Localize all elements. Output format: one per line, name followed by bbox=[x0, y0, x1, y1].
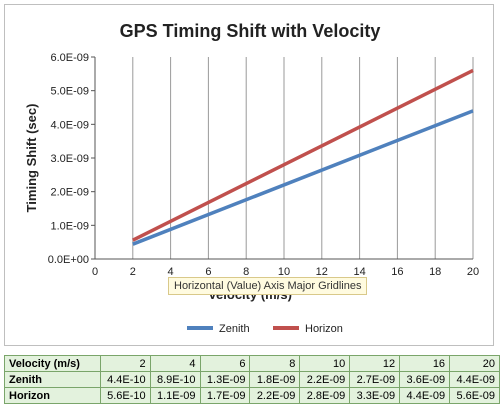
table-cell: 3.3E-09 bbox=[349, 387, 401, 404]
y-tick-label: 4.0E-09 bbox=[50, 119, 89, 131]
table-cell: 20 bbox=[449, 355, 500, 372]
x-tick-label: 18 bbox=[429, 266, 441, 278]
legend-label: Zenith bbox=[219, 323, 250, 335]
x-tick-label: 4 bbox=[168, 266, 174, 278]
x-tick-label: 10 bbox=[278, 266, 290, 278]
table-cell: 1.8E-09 bbox=[249, 371, 301, 388]
x-tick-label: 2 bbox=[130, 266, 136, 278]
table-cell: 1.7E-09 bbox=[199, 387, 251, 404]
table-cell: 4 bbox=[149, 355, 201, 372]
table-cell: 2.2E-09 bbox=[299, 371, 351, 388]
table-cell: 3.6E-09 bbox=[399, 371, 451, 388]
table-row: Zenith 4.4E-10 8.9E-10 1.3E-09 1.8E-09 2.2E-0… bbox=[4, 371, 500, 388]
y-tick-label: 2.0E-09 bbox=[50, 187, 89, 199]
y-tick-label: 5.0E-09 bbox=[50, 86, 89, 98]
table-cell: 8 bbox=[249, 355, 301, 372]
x-tick-label: 6 bbox=[205, 266, 211, 278]
table-cell: 5.6E-09 bbox=[449, 387, 500, 404]
y-axis-label: Timing Shift (sec) bbox=[24, 104, 39, 213]
y-tick-label: 1.0E-09 bbox=[50, 220, 89, 232]
x-tick-label: 14 bbox=[353, 266, 365, 278]
data-table: Velocity (m/s) 2 4 6 8 10 12 16 20 Zenith 4.4E-10 8… bbox=[4, 355, 500, 404]
table-cell: 2.8E-09 bbox=[299, 387, 351, 404]
table-cell: 2.2E-09 bbox=[249, 387, 301, 404]
gridlines-tooltip: Horizontal (Value) Axis Major Gridlines bbox=[168, 277, 368, 295]
table-cell: 2 bbox=[99, 355, 151, 372]
table-cell: 4.4E-09 bbox=[399, 387, 451, 404]
chart-area[interactable]: GPS Timing Shift with Velocity 0 2 4 6 8 10 12 1… bbox=[4, 4, 494, 346]
table-cell: 1.3E-09 bbox=[199, 371, 251, 388]
table-cell: 4.4E-09 bbox=[449, 371, 500, 388]
y-tick-label: 6.0E-09 bbox=[50, 52, 89, 64]
series-line-zenith bbox=[132, 109, 474, 246]
x-tick-label: 16 bbox=[391, 266, 403, 278]
table-row-label: Horizon bbox=[4, 387, 101, 404]
table-row: Horizon 5.6E-10 1.1E-09 1.7E-09 2.2E-09 2.8E-… bbox=[4, 387, 500, 404]
table-cell: 4.4E-10 bbox=[99, 371, 151, 388]
table-row-label: Velocity (m/s) bbox=[4, 355, 101, 372]
x-tick-label: 20 bbox=[467, 266, 479, 278]
y-tick-label: 3.0E-09 bbox=[50, 153, 89, 165]
table-cell: 10 bbox=[299, 355, 351, 372]
table-header-row: Velocity (m/s) 2 4 6 8 10 12 16 20 bbox=[4, 355, 500, 372]
table-cell: 12 bbox=[349, 355, 401, 372]
x-tick-label: 0 bbox=[92, 266, 98, 278]
chart-title: GPS Timing Shift with Velocity bbox=[120, 21, 381, 41]
table-cell: 16 bbox=[399, 355, 451, 372]
y-tick-label: 0.0E+00 bbox=[48, 254, 89, 266]
x-tick-label: 8 bbox=[243, 266, 249, 278]
table-cell: 5.6E-10 bbox=[99, 387, 151, 404]
legend-label: Horizon bbox=[305, 323, 343, 335]
series-line-horizon bbox=[132, 68, 474, 242]
table-cell: 1.1E-09 bbox=[149, 387, 201, 404]
x-tick-label: 12 bbox=[316, 266, 328, 278]
table-row-label: Zenith bbox=[4, 371, 101, 388]
table-cell: 8.9E-10 bbox=[149, 371, 201, 388]
table-cell: 6 bbox=[199, 355, 251, 372]
table-cell: 2.7E-09 bbox=[349, 371, 401, 388]
